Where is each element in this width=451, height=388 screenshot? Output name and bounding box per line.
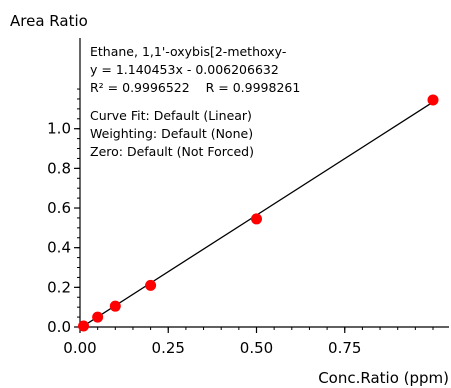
y-tick-label: 0.4 (47, 239, 71, 257)
y-tick-label: 1.0 (47, 120, 71, 138)
y-axis-label: Area Ratio (10, 12, 88, 30)
axes: 0.0 0.2 0.4 0.6 0.8 1.0 0.00 0.25 0.50 0.75 (47, 38, 449, 357)
data-point (145, 279, 157, 291)
y-tick-label: 0.6 (47, 199, 71, 217)
x-tick-label: 0.00 (63, 339, 96, 357)
curve-fit-setting: Curve Fit: Default (Linear) (90, 108, 252, 123)
x-axis-label: Conc.Ratio (ppm) (318, 369, 449, 387)
compound-name: Ethane, 1,1'-oxybis[2-methoxy- (90, 44, 286, 59)
data-point (427, 94, 439, 106)
data-point (92, 311, 104, 323)
y-tick-label: 0.0 (47, 318, 71, 336)
data-point (78, 320, 90, 332)
x-tick-label: 0.50 (240, 339, 273, 357)
data-point (251, 213, 262, 225)
y-tick-label: 0.2 (47, 278, 71, 296)
x-tick-label: 0.75 (328, 339, 361, 357)
fit-r-values: R² = 0.9996522 R = 0.9998261 (90, 80, 300, 95)
y-tick-label: 0.8 (47, 159, 71, 177)
zero-setting: Zero: Default (Not Forced) (90, 144, 254, 159)
weighting-setting: Weighting: Default (None) (90, 126, 253, 141)
x-tick-label: 0.25 (152, 339, 185, 357)
data-points (78, 94, 439, 332)
fit-annotation: Ethane, 1,1'-oxybis[2-methoxy- y = 1.140… (90, 44, 300, 159)
data-point (109, 300, 121, 312)
fit-equation: y = 1.140453x - 0.006206632 (90, 62, 279, 77)
